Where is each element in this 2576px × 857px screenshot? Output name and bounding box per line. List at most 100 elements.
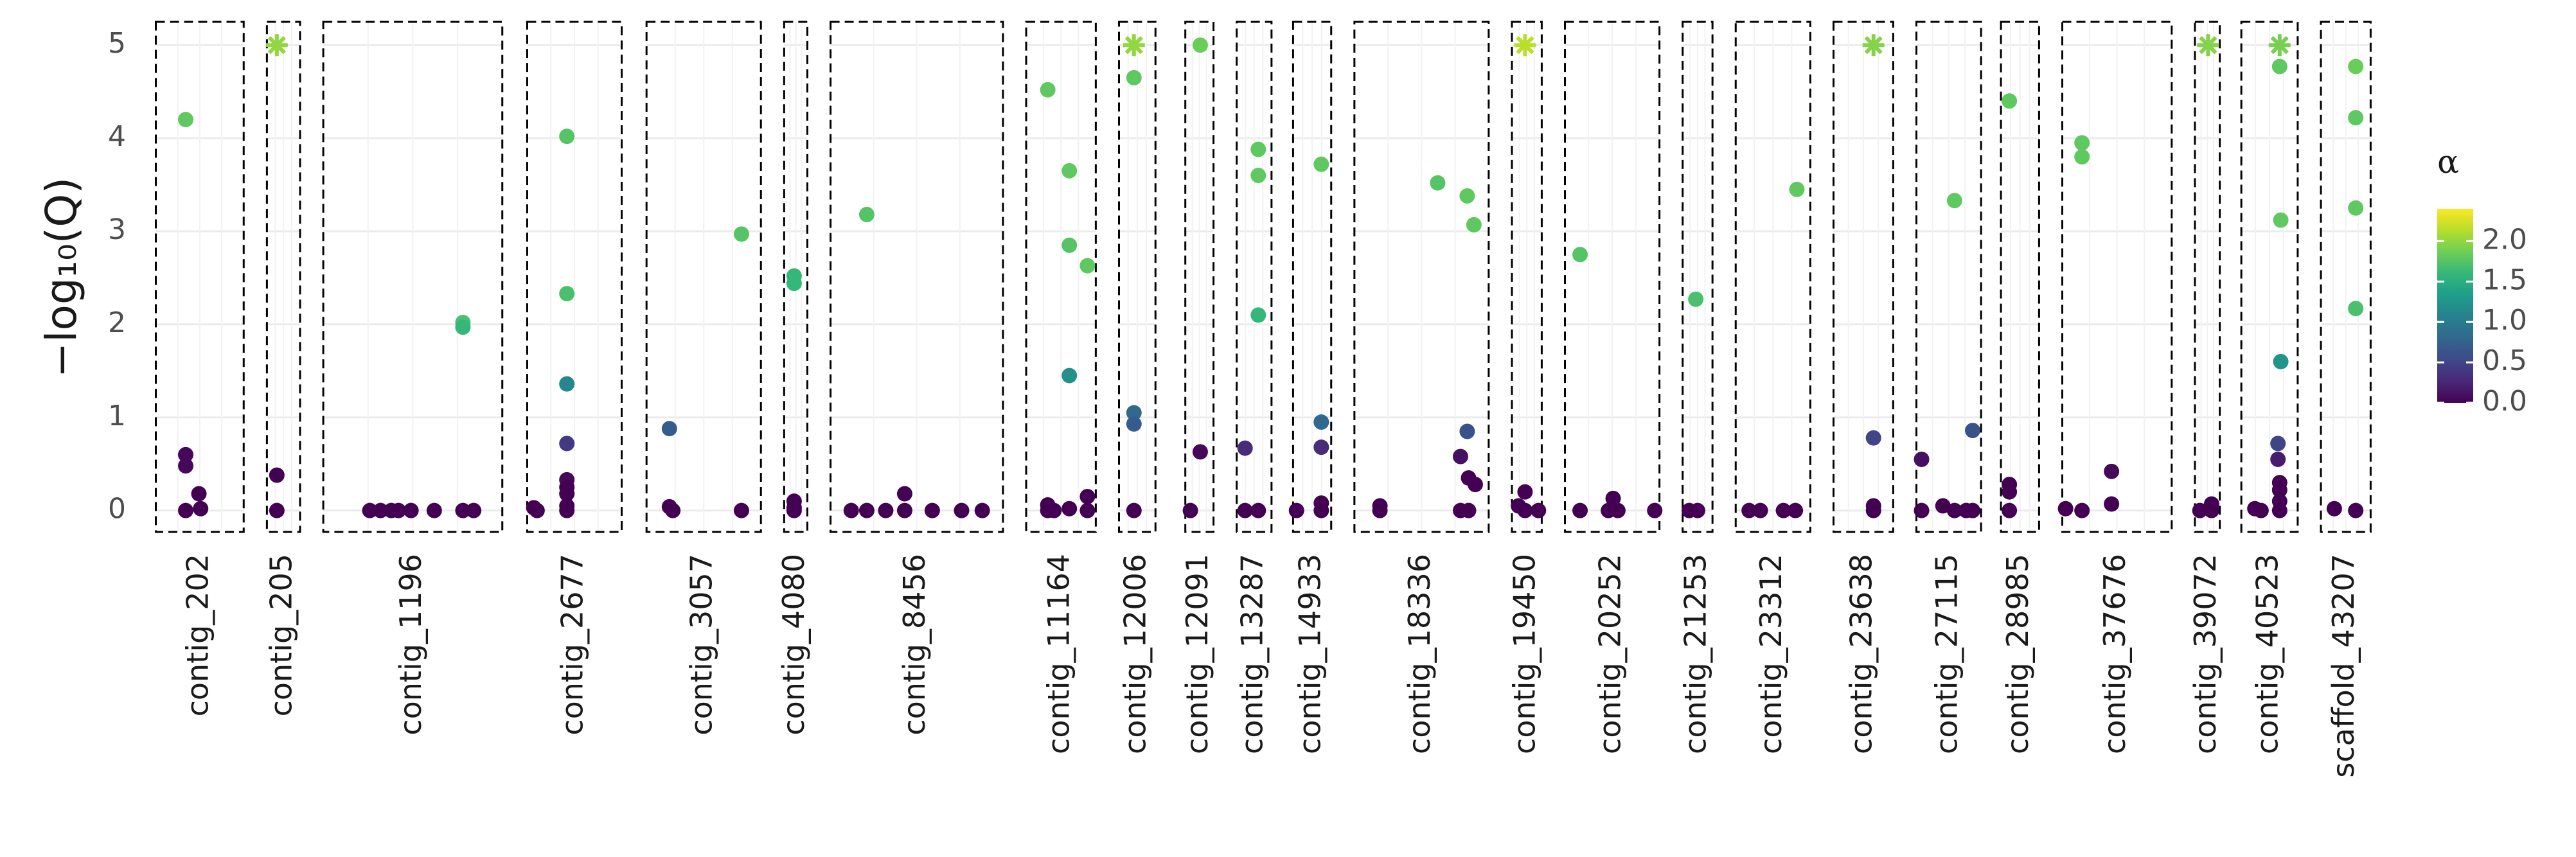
point: [1935, 498, 1951, 514]
facet-border: [322, 21, 504, 533]
point-star: [1862, 34, 1885, 57]
point: [1061, 367, 1078, 384]
point: [1531, 502, 1547, 518]
point: [2273, 212, 2289, 228]
point: [1689, 502, 1705, 518]
point: [1517, 484, 1533, 500]
facet-label: contig_1196: [393, 554, 428, 736]
point: [1946, 502, 1962, 518]
facet-border: [1118, 21, 1157, 533]
facet-border: [1832, 21, 1894, 533]
facet-label: contig_27115: [1929, 554, 1964, 754]
point: [1288, 502, 1304, 518]
point: [559, 486, 575, 502]
facet-label: contig_40523: [2250, 554, 2285, 754]
point: [1459, 423, 1475, 439]
facet-border: [783, 21, 808, 533]
facet-label: contig_23312: [1754, 554, 1788, 754]
facet-border: [1564, 21, 1661, 533]
point: [661, 421, 677, 437]
point: [373, 502, 389, 518]
point: [2192, 502, 2208, 518]
point: [529, 502, 545, 518]
facet-panel: scaffold_43207: [2320, 21, 2372, 778]
point: [455, 319, 471, 335]
point: [559, 286, 575, 302]
point: [269, 502, 285, 518]
facet-panel: contig_4080: [776, 21, 811, 736]
facet-border: [1184, 21, 1215, 533]
point: [269, 467, 285, 483]
point: [1788, 502, 1804, 518]
point: [843, 502, 859, 518]
facet-panel: contig_23638: [1832, 21, 1894, 754]
point: [1688, 291, 1704, 307]
point: [2104, 463, 2120, 479]
point: [1459, 188, 1475, 204]
facet-border: [2240, 21, 2299, 533]
point: [1046, 502, 1062, 518]
facet-panel: contig_202: [155, 21, 245, 716]
facet-panel: contig_21253: [1678, 21, 1714, 754]
point: [1775, 502, 1791, 518]
facet-panel: contig_40523: [2240, 21, 2299, 754]
point: [665, 502, 681, 518]
point: [1192, 444, 1208, 460]
point: [786, 276, 802, 292]
point: [1946, 193, 1962, 209]
y-tick-label: 0: [108, 493, 126, 526]
facet-label: contig_37676: [2097, 554, 2132, 754]
facet-label: contig_14933: [1293, 554, 1328, 754]
point: [1517, 502, 1533, 518]
point: [559, 128, 575, 145]
point: [2002, 93, 2018, 109]
point: [1061, 500, 1078, 517]
y-tick-label: 1: [108, 400, 126, 432]
point: [878, 502, 894, 518]
point: [1914, 502, 1930, 518]
facet-label: contig_2677: [555, 554, 589, 736]
point: [1452, 448, 1468, 464]
point: [1313, 156, 1329, 172]
colorbar-tick-label: 0.5: [2482, 344, 2527, 377]
facet-panel: contig_1196: [322, 21, 504, 736]
point: [559, 376, 575, 392]
facet-border: [526, 21, 623, 533]
point: [2326, 500, 2342, 517]
point: [1914, 451, 1930, 467]
point: [1461, 502, 1477, 518]
facet-label: contig_20252: [1593, 554, 1628, 754]
facet-panel: contig_27115: [1914, 21, 1982, 754]
point: [896, 486, 912, 502]
facet-panel: contig_37676: [2057, 21, 2173, 754]
facet-border: [645, 21, 762, 533]
point: [1789, 181, 1805, 197]
facet-label: contig_21253: [1678, 554, 1712, 754]
point: [426, 502, 442, 518]
point-star: [1123, 34, 1145, 57]
facet-border: [1682, 21, 1714, 533]
point: [1610, 502, 1626, 518]
point: [2271, 482, 2287, 498]
point: [2348, 301, 2364, 317]
facet-border: [1353, 21, 1490, 533]
y-tick-label: 4: [108, 120, 126, 153]
facet-panel: contig_19450: [1507, 21, 1547, 754]
point: [191, 486, 207, 502]
colorbar-tick-label: 2.0: [2482, 223, 2527, 256]
colorbar-tick-label: 1.0: [2482, 304, 2527, 337]
point: [178, 446, 194, 463]
facet-panel: contig_12006: [1117, 21, 1157, 754]
facet-label: contig_28985: [2000, 554, 2035, 754]
point: [559, 436, 575, 452]
facet-border: [265, 21, 301, 533]
point: [2104, 496, 2120, 512]
point: [1572, 502, 1588, 518]
colorbar-tick-label: 1.5: [2482, 263, 2527, 296]
point: [1752, 502, 1768, 518]
point: [2348, 58, 2364, 75]
point: [1250, 168, 1266, 184]
facet-label: contig_205: [264, 554, 299, 716]
point-star: [1514, 34, 1536, 57]
point: [2348, 110, 2364, 126]
